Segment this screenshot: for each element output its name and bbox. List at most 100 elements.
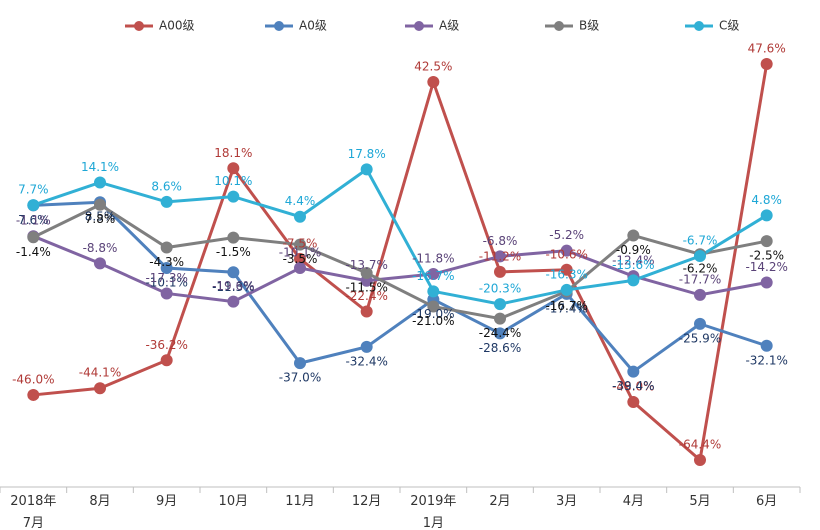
data-point	[227, 266, 240, 279]
data-point	[494, 327, 506, 340]
data-label: -19.0%	[412, 307, 454, 321]
data-label: 7.8%	[85, 212, 116, 226]
data-point	[627, 396, 640, 409]
data-label: -10.1%	[279, 246, 321, 260]
data-point	[627, 274, 640, 287]
x-tick-label: 8月	[89, 494, 111, 509]
data-point	[427, 268, 440, 281]
legend-marker	[134, 21, 144, 31]
x-tick-label: 11月	[285, 494, 315, 509]
data-label: -39.4%	[612, 379, 654, 393]
legend-item: A级	[405, 19, 459, 33]
data-point	[427, 285, 440, 298]
data-label: -11.5%	[345, 280, 387, 294]
data-label: -64.4%	[679, 438, 721, 452]
x-tick-label: 2018年7月	[10, 494, 57, 530]
data-label: 47.6%	[748, 42, 786, 56]
data-label: -20.3%	[479, 282, 521, 296]
data-point	[427, 300, 440, 313]
legend-label: A00级	[159, 19, 194, 33]
data-label: -14.2%	[745, 260, 787, 274]
data-label: -4.3%	[149, 255, 184, 269]
data-label: -6.2%	[683, 262, 718, 276]
data-point	[294, 357, 306, 370]
data-label: 17.8%	[348, 147, 386, 161]
data-label: -24.4%	[479, 326, 521, 340]
data-label: -0.9%	[616, 243, 651, 257]
data-label: -32.4%	[345, 354, 387, 368]
data-label: -21.0%	[412, 314, 454, 328]
data-point	[494, 265, 506, 278]
legend-label: A0级	[299, 19, 327, 33]
data-point	[27, 199, 40, 212]
data-point	[160, 287, 173, 300]
x-tick-label: 5月	[689, 494, 711, 509]
data-point	[760, 276, 773, 289]
data-label: -36.2%	[145, 338, 187, 352]
data-label: -25.9%	[679, 331, 721, 345]
data-point	[560, 244, 573, 257]
data-label: -7.5%	[283, 236, 318, 250]
data-point	[360, 163, 373, 176]
data-label: -8.8%	[83, 241, 118, 255]
data-point	[27, 388, 40, 401]
x-tick-label: 10月	[218, 494, 249, 509]
series-line	[32, 167, 768, 306]
data-point	[160, 262, 173, 275]
data-label: 10.1%	[214, 174, 252, 188]
data-point	[294, 262, 306, 275]
data-point	[94, 382, 106, 395]
data-label: -37.0%	[279, 371, 321, 385]
data-point	[94, 198, 106, 211]
x-tick-label: 2019年1月	[410, 494, 457, 530]
legend-item: A00级	[125, 19, 194, 33]
data-point	[560, 283, 573, 296]
data-point	[227, 231, 240, 244]
data-label: -13.7%	[345, 258, 387, 272]
x-tick-label: 12月	[351, 494, 382, 509]
legend-marker	[414, 21, 424, 31]
data-label: -10.1%	[145, 276, 187, 290]
data-label: -12.4%	[612, 254, 654, 268]
legend-item: C级	[685, 19, 739, 33]
data-point	[360, 340, 373, 353]
data-point	[360, 266, 373, 279]
legend-marker	[274, 21, 284, 31]
data-point	[760, 209, 773, 222]
data-point	[227, 295, 240, 308]
data-point	[427, 76, 440, 89]
data-point	[27, 231, 40, 244]
data-label: 18.1%	[214, 146, 252, 160]
data-label: -48.0%	[612, 380, 654, 394]
data-point	[227, 190, 240, 203]
data-label: -16.3%	[545, 267, 587, 281]
series-line	[33, 63, 769, 463]
data-point	[94, 176, 106, 189]
data-point	[760, 58, 773, 70]
data-label: -6.8%	[483, 234, 518, 248]
data-label: 14.1%	[81, 160, 119, 174]
data-label: -10.6%	[545, 247, 587, 261]
data-point	[494, 298, 506, 311]
legend-label: C级	[719, 19, 739, 33]
legend-label: A级	[439, 19, 459, 33]
data-label: 7.7%	[18, 183, 49, 197]
legend-marker	[554, 21, 564, 31]
data-label: -28.6%	[479, 341, 521, 355]
data-point	[760, 235, 773, 248]
data-label: -16.7%	[545, 299, 587, 313]
data-label: -3.5%	[283, 252, 318, 266]
data-label: -11.8%	[412, 252, 454, 266]
data-point	[694, 249, 706, 262]
x-tick-label: 6月	[756, 494, 778, 509]
data-label: -1.1%	[16, 214, 51, 228]
series-line	[33, 200, 768, 374]
data-point	[294, 210, 306, 223]
data-label: -2.5%	[749, 249, 784, 263]
series-line	[32, 203, 767, 321]
data-point	[227, 162, 240, 175]
data-label: -17.3%	[145, 271, 187, 285]
series-line	[32, 234, 767, 304]
